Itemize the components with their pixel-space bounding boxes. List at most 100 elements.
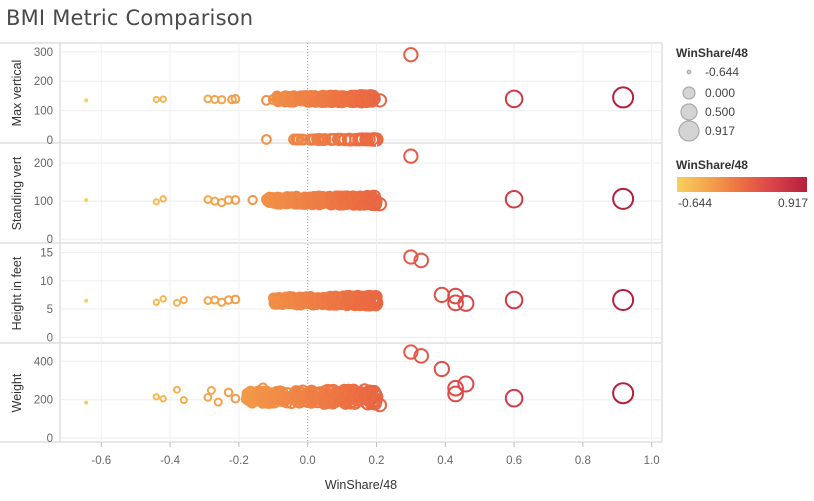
data-point	[363, 194, 378, 209]
data-point	[457, 294, 475, 312]
data-point	[278, 391, 291, 404]
data-point	[242, 388, 253, 399]
y-tick-label: 200	[34, 76, 53, 88]
data-point	[269, 295, 281, 307]
data-point	[403, 249, 419, 265]
y-tick-label: 15	[40, 247, 53, 259]
data-point	[359, 389, 374, 404]
data-point	[309, 295, 322, 308]
data-point	[267, 94, 279, 105]
chart-title: BMI Metric Comparison	[6, 6, 254, 30]
data-point	[362, 93, 377, 108]
data-point	[152, 393, 160, 401]
data-point	[334, 385, 348, 399]
data-point	[159, 295, 167, 303]
data-point	[285, 397, 298, 410]
data-point	[344, 192, 358, 206]
data-point	[403, 344, 419, 360]
data-point	[84, 197, 89, 202]
row-label: Height in feet	[10, 256, 24, 330]
x-tick-label: 0.0	[300, 455, 316, 467]
data-point	[372, 197, 388, 212]
x-axis-title: WinShare/48	[325, 478, 397, 492]
data-point	[152, 95, 160, 104]
data-point	[261, 193, 272, 205]
legend: WinShare/48 -0.644 0.000 0.500 0.917 WinShare…	[676, 46, 808, 210]
data-point	[318, 133, 332, 146]
row-label: Weight	[10, 373, 24, 412]
x-tick-label: 0.8	[575, 455, 591, 467]
data-point	[372, 93, 388, 108]
y-tick-label: 0	[47, 332, 53, 344]
data-point	[275, 197, 287, 209]
data-point	[338, 133, 352, 147]
data-point	[179, 396, 188, 405]
data-point	[293, 385, 306, 398]
data-point	[342, 132, 356, 147]
data-point	[346, 190, 360, 204]
x-tick-label: -0.6	[91, 455, 111, 467]
data-point	[345, 394, 360, 408]
data-point	[230, 294, 241, 305]
data-point	[504, 388, 524, 408]
data-point	[206, 386, 216, 395]
size-legend-swatch	[686, 69, 692, 75]
data-point	[159, 195, 167, 203]
data-point	[173, 298, 181, 307]
data-point	[84, 400, 89, 405]
data-point	[447, 385, 464, 403]
data-point	[612, 187, 635, 210]
data-point	[223, 387, 234, 398]
data-point	[504, 189, 524, 209]
data-point	[257, 382, 269, 394]
data-point	[179, 295, 188, 305]
data-point	[457, 375, 475, 393]
x-tick-label: 0.6	[506, 455, 522, 467]
size-legend-title: WinShare/48	[676, 46, 748, 60]
data-point	[312, 386, 325, 400]
data-point	[433, 360, 450, 378]
x-tick-label: 0.2	[368, 455, 384, 467]
data-point	[337, 190, 352, 204]
data-point	[152, 298, 160, 306]
data-point	[353, 297, 367, 312]
data-point	[230, 393, 241, 404]
data-point	[403, 47, 419, 63]
color-legend-bar	[677, 177, 807, 192]
panel-0: 0 100 200 300 Max vertical	[0, 43, 663, 147]
x-tick-label: 1.0	[644, 455, 660, 467]
color-legend-title: WinShare/48	[676, 158, 748, 172]
y-tick-label: 0	[47, 433, 53, 445]
data-point	[358, 297, 372, 312]
data-point	[403, 148, 419, 164]
data-point	[336, 290, 350, 304]
x-tick-label: -0.4	[160, 455, 180, 467]
data-point	[288, 298, 301, 310]
size-legend-label: 0.500	[705, 105, 735, 119]
x-tick-label: -0.2	[229, 455, 249, 467]
data-point	[84, 298, 89, 303]
size-legend-swatch	[678, 120, 700, 142]
y-tick-label: 300	[34, 47, 53, 59]
data-point	[230, 195, 241, 205]
color-legend-max: 0.917	[778, 196, 808, 210]
data-point	[203, 392, 213, 402]
x-tick-label: 0.4	[437, 455, 454, 467]
data-point	[413, 252, 430, 269]
row-label: Standing vert	[10, 156, 24, 230]
size-legend-label: 0.000	[705, 86, 735, 100]
size-legend-swatch	[680, 103, 698, 121]
data-point	[612, 382, 635, 405]
data-point	[504, 290, 524, 310]
data-point	[267, 393, 279, 405]
data-point	[308, 95, 321, 108]
data-point	[280, 93, 292, 105]
y-tick-label: 200	[34, 395, 53, 407]
data-point	[152, 198, 160, 206]
color-legend-min: -0.644	[678, 196, 712, 210]
panel-2: 0 5 10 15 Height in feet	[0, 244, 663, 344]
y-tick-label: 200	[34, 158, 53, 170]
data-point	[413, 348, 430, 364]
